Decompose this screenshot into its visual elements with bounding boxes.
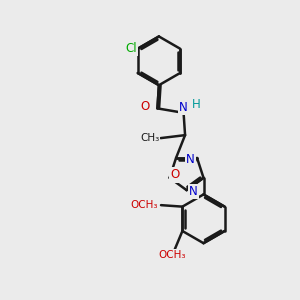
Text: OCH₃: OCH₃ bbox=[130, 200, 158, 210]
Text: N: N bbox=[189, 185, 197, 198]
Text: N: N bbox=[186, 153, 195, 166]
Text: OCH₃: OCH₃ bbox=[158, 250, 186, 260]
Text: O: O bbox=[140, 100, 150, 113]
Text: N: N bbox=[179, 101, 188, 114]
Text: O: O bbox=[170, 168, 180, 181]
Text: Cl: Cl bbox=[125, 42, 137, 55]
Text: CH₃: CH₃ bbox=[140, 133, 159, 143]
Text: H: H bbox=[192, 98, 200, 111]
